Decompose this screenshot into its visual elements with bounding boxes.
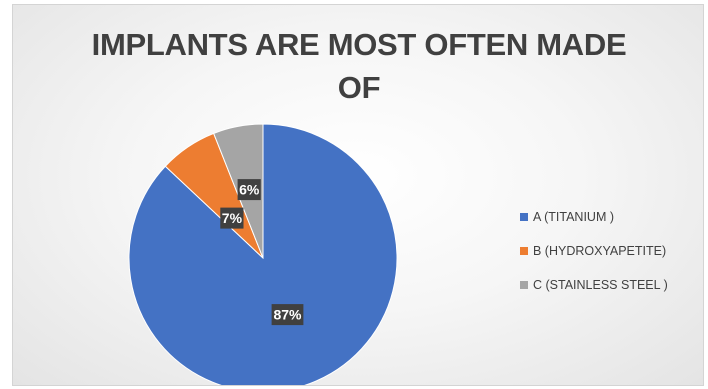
chart-area: IMPLANTS ARE MOST OFTEN MADE OF 87% 7% 6% … (12, 4, 704, 386)
legend-item-stainless-steel: C (STAINLESS STEEL ) (520, 274, 668, 295)
data-label-stainless-steel-box (237, 179, 261, 201)
legend-item-titanium: A (TITANIUM ) (520, 206, 668, 227)
data-label-hydroxyapetite-box (220, 207, 244, 229)
chart-title: IMPLANTS ARE MOST OFTEN MADE OF (13, 23, 703, 109)
legend-item-hydroxyapetite: B (HYDROXYAPETITE) (520, 240, 668, 261)
legend-label-hydroxyapetite: B (HYDROXYAPETITE) (533, 243, 667, 258)
legend-swatch-stainless-steel (520, 280, 528, 289)
pie-slices (128, 123, 398, 385)
data-label-titanium: 87% (273, 307, 302, 323)
legend-label-titanium: A (TITANIUM ) (533, 209, 615, 224)
data-label-stainless-steel: 6% (239, 182, 260, 198)
pie-data-labels: 87% 7% 6% (220, 179, 304, 326)
data-label-titanium-box (271, 304, 304, 326)
chart-title-line-2: OF (337, 70, 381, 105)
data-label-hydroxyapetite: 7% (222, 210, 243, 226)
legend-swatch-titanium (520, 212, 528, 221)
legend-label-stainless-steel: C (STAINLESS STEEL ) (533, 277, 668, 292)
chart-title-line-1: IMPLANTS ARE MOST OFTEN MADE (91, 27, 627, 62)
legend-swatch-hydroxyapetite (520, 246, 528, 255)
pie-chart: 87% 7% 6% (128, 123, 398, 385)
legend: A (TITANIUM ) B (HYDROXYAPETITE) C (STAI… (520, 206, 668, 308)
